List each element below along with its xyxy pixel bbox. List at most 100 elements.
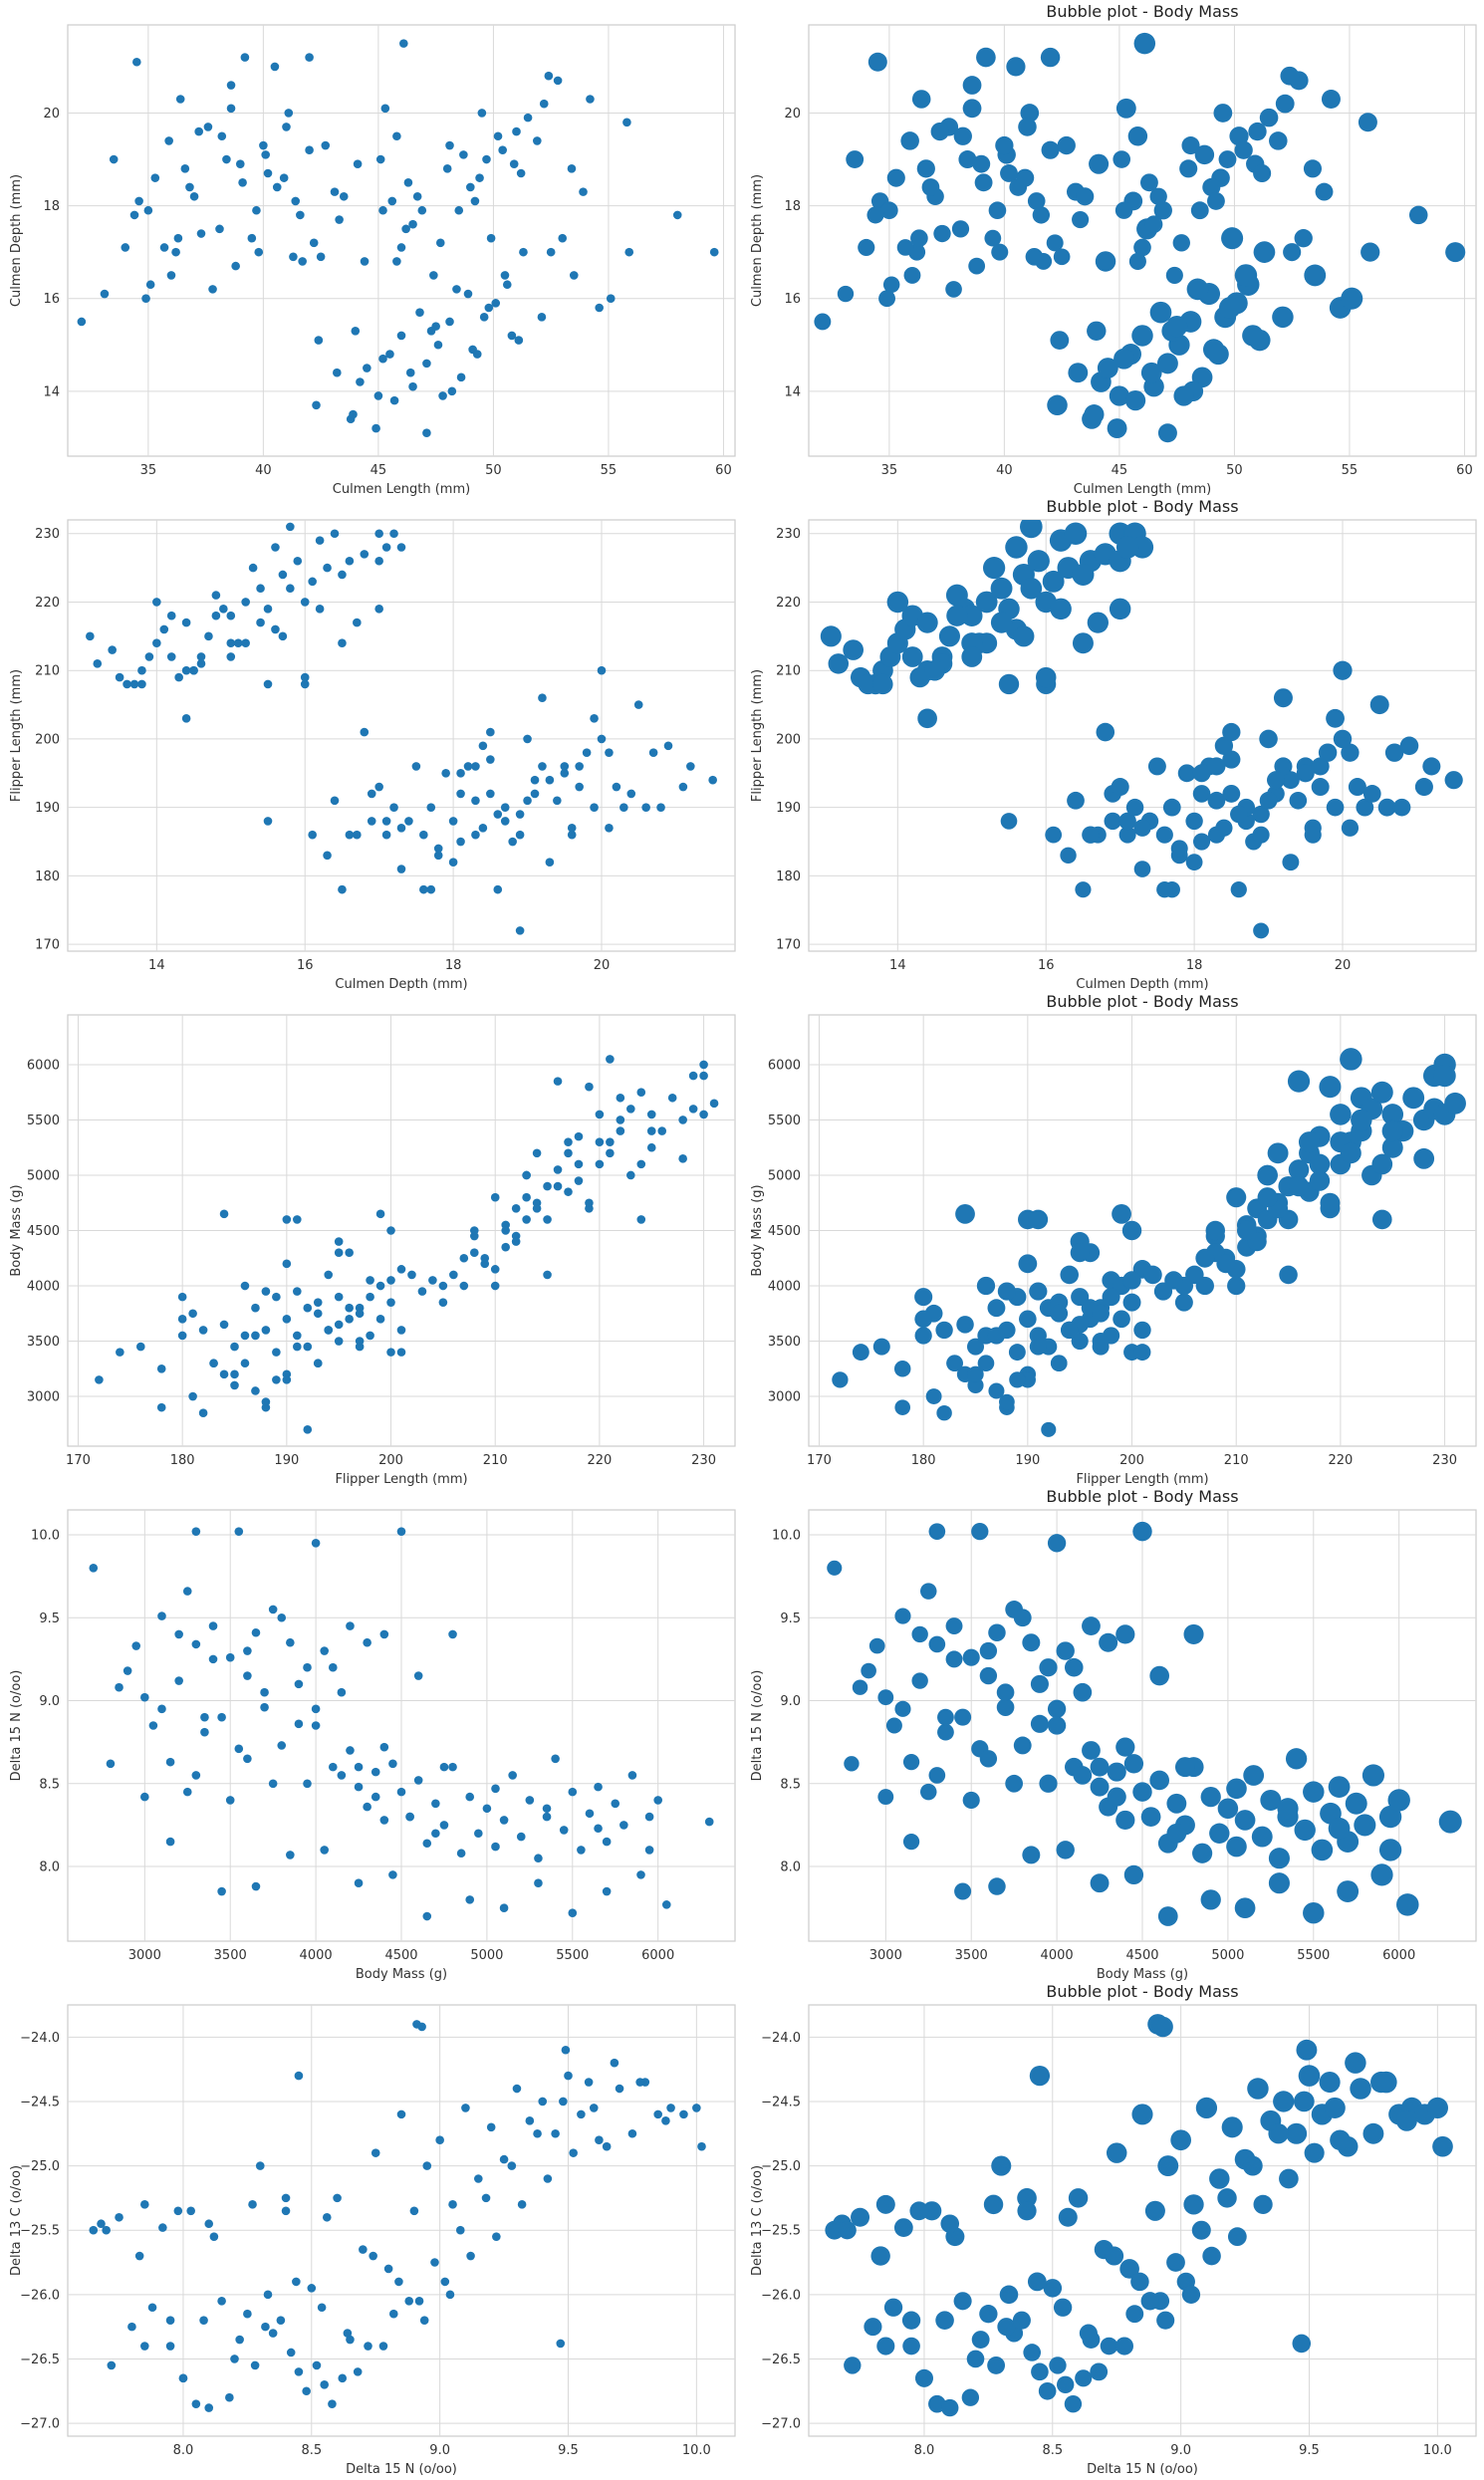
scatter-point <box>636 1159 646 1169</box>
bubble-point <box>1060 847 1077 864</box>
scatter-point <box>470 196 480 206</box>
bubble-point <box>930 122 949 141</box>
scatter-point <box>191 2399 201 2408</box>
scatter-point <box>303 1662 312 1672</box>
scatter-point <box>479 313 489 322</box>
scatter-point <box>551 1754 560 1764</box>
scatter-point <box>230 1342 239 1352</box>
bubble-point <box>882 276 900 293</box>
scatter-point <box>337 1771 347 1780</box>
bubble-point <box>1133 1344 1151 1362</box>
bubble-point <box>1345 2052 1366 2074</box>
scatter-point <box>219 605 228 614</box>
y-tick-label: 5000 <box>27 1168 60 1183</box>
bubble-point <box>995 135 1014 155</box>
scatter-point <box>408 381 417 391</box>
x-tick-label: 180 <box>911 1453 936 1468</box>
scatter-point <box>708 775 717 785</box>
scatter-point <box>507 2161 517 2170</box>
points-group <box>89 2020 706 2412</box>
bubble-point <box>844 1756 860 1772</box>
scatter-point <box>293 1215 302 1224</box>
bubble-point <box>914 1327 932 1345</box>
scatter-point <box>268 1605 278 1614</box>
scatter-point <box>466 182 475 192</box>
bubble-point <box>928 1635 946 1653</box>
scatter-point <box>448 1629 457 1639</box>
bubble-point <box>1155 826 1173 844</box>
bubble-point <box>1370 2071 1392 2094</box>
scatter-point <box>291 196 301 206</box>
scatter-point <box>448 858 458 867</box>
bubble-point <box>914 1310 932 1329</box>
scatter-point <box>323 563 332 573</box>
bubble-point <box>864 2318 882 2337</box>
bubble-point <box>1361 1764 1385 1787</box>
bubble-point <box>971 2331 990 2349</box>
x-tick-label: 45 <box>1112 463 1128 478</box>
bubble-point <box>951 220 970 238</box>
bubble-point <box>1050 331 1070 350</box>
scatter-point <box>499 1903 509 1912</box>
bubble-point <box>1013 1736 1032 1755</box>
scatter-point <box>523 734 532 744</box>
scatter-point <box>448 2200 457 2209</box>
scatter-point <box>606 1055 615 1064</box>
y-tick-label: 4000 <box>27 1280 60 1295</box>
scatter-point <box>522 1170 531 1180</box>
scatter-point <box>519 247 528 257</box>
bubble-point <box>1045 826 1063 844</box>
bubble-point <box>1152 2016 1173 2038</box>
bubble-point <box>1057 135 1076 155</box>
bubble-point <box>1157 1906 1178 1926</box>
y-tick-label: 6000 <box>27 1058 60 1073</box>
scatter-point <box>243 2309 252 2319</box>
scatter-point <box>315 605 325 614</box>
scatter-point <box>137 665 146 675</box>
bubble-point <box>1371 1153 1393 1175</box>
x-tick-label: 200 <box>378 1453 403 1468</box>
bubble-point <box>852 1344 869 1362</box>
scatter-point <box>251 1303 260 1313</box>
scatter-point <box>493 810 503 819</box>
scatter-point <box>159 243 169 252</box>
scatter-point <box>509 159 519 168</box>
scatter-point <box>626 789 636 799</box>
bubble-point <box>953 2292 972 2311</box>
x-tick-label: 3000 <box>869 1948 902 1963</box>
bubble-point <box>1056 1841 1075 1860</box>
scatter-point <box>636 1215 646 1224</box>
scatter-point <box>387 196 397 206</box>
scatter-point <box>243 1754 252 1764</box>
x-tick-label: 220 <box>587 1453 612 1468</box>
scatter-point <box>611 1799 620 1809</box>
scatter-point <box>378 354 387 364</box>
bubble-point <box>1053 2298 1073 2317</box>
scatter-point <box>157 1704 166 1714</box>
scatter-point <box>328 1662 338 1672</box>
scatter-point <box>343 2329 353 2338</box>
bubble-point <box>988 201 1007 220</box>
scatter-point <box>605 748 614 757</box>
bubble-point <box>1113 348 1134 370</box>
scatter-point <box>140 2200 149 2209</box>
bubble-point <box>1362 785 1381 803</box>
bubble-point <box>998 673 1020 695</box>
bubble-point <box>991 2155 1012 2176</box>
bubble-point <box>1324 2097 1346 2118</box>
scatter-point <box>320 1646 329 1655</box>
scatter-point <box>379 1816 389 1825</box>
scatter-point <box>374 605 383 614</box>
scatter-point <box>574 1131 584 1141</box>
bubble-point <box>1272 306 1294 329</box>
scatter-point <box>363 364 371 372</box>
bubble-point <box>896 239 914 256</box>
bubble-point <box>1104 812 1121 831</box>
bubble-point <box>1016 168 1035 187</box>
x-tick-label: 230 <box>691 1453 716 1468</box>
bubble-point <box>946 1355 963 1372</box>
scatter-point <box>303 1779 312 1789</box>
scatter-point <box>433 340 443 350</box>
scatter-point <box>339 191 349 201</box>
bubble-point <box>1194 144 1215 165</box>
